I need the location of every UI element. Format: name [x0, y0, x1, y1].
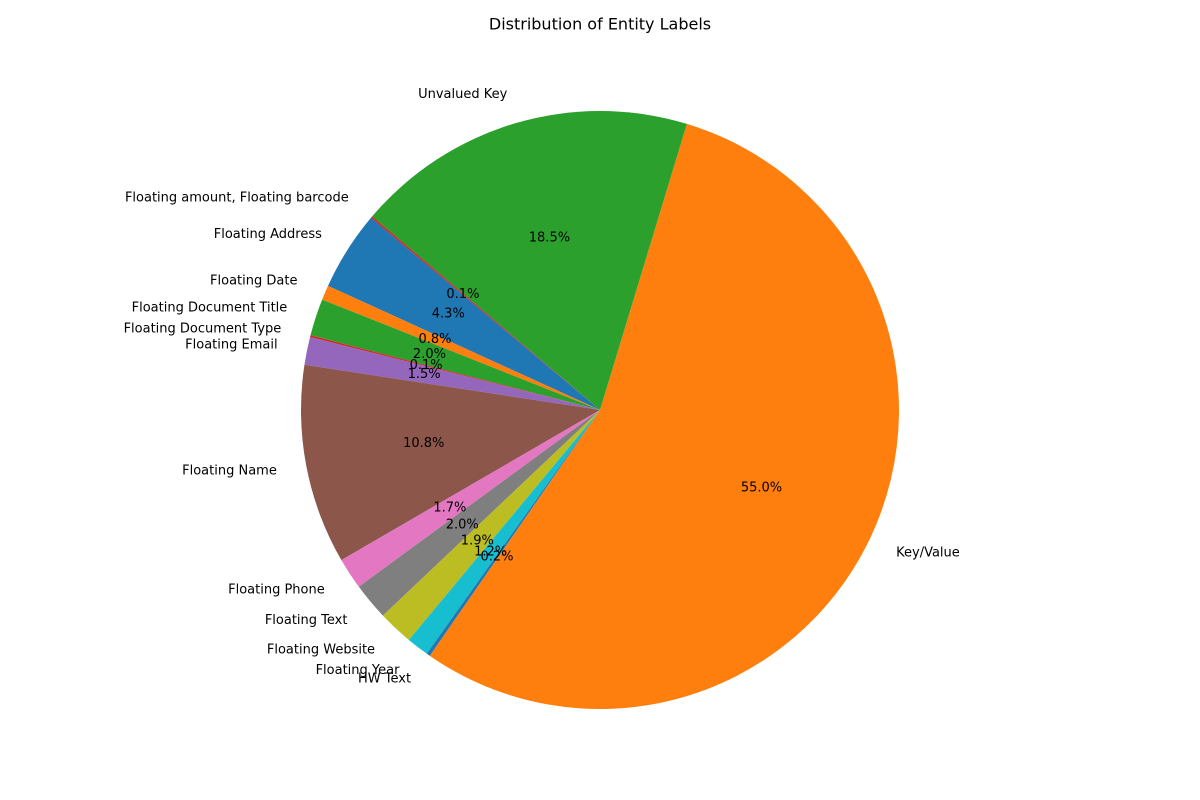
pct-label: 1.9% — [461, 533, 494, 548]
pct-label: 0.1% — [446, 287, 479, 302]
pie-slice — [322, 285, 600, 410]
slice-label: Floating Document Type — [124, 321, 282, 336]
pie-slice — [304, 337, 600, 410]
slice-label: Floating amount, Floating barcode — [125, 190, 349, 205]
pct-label: 1.2% — [474, 545, 507, 560]
pie-slice — [426, 410, 600, 656]
slice-label: Unvalued Key — [418, 87, 508, 102]
pie-slice — [429, 123, 900, 710]
slice-label: HW Text — [358, 672, 411, 687]
pct-label: 2.0% — [413, 347, 446, 362]
pct-label: 18.5% — [529, 230, 570, 245]
slice-label: Floating Website — [267, 642, 375, 657]
pct-label: 0.1% — [410, 358, 443, 373]
pct-label: 0.8% — [418, 332, 451, 347]
slice-label: Floating Email — [185, 337, 277, 352]
pie-slice — [358, 410, 600, 616]
pct-label: 10.8% — [403, 436, 444, 451]
pie-slice — [372, 111, 687, 410]
slice-label: Floating Phone — [228, 583, 325, 598]
pct-label: 55.0% — [741, 481, 782, 496]
chart-title: Distribution of Entity Labels — [489, 15, 711, 34]
pie-slice — [370, 216, 600, 410]
slice-label: Key/Value — [896, 546, 960, 561]
pct-label: 2.0% — [446, 517, 479, 532]
slice-label: Floating Name — [182, 464, 277, 479]
slice-label: Floating Year — [316, 663, 401, 678]
pct-label: 1.7% — [433, 501, 466, 516]
slice-label: Floating Address — [214, 227, 322, 242]
pie-slice — [408, 410, 600, 654]
pie-slice — [341, 410, 600, 587]
pie-slice — [310, 335, 600, 410]
slice-label: Floating Text — [265, 613, 348, 628]
slice-label: Floating Date — [210, 273, 297, 288]
pie-slice — [327, 217, 600, 410]
pie-slice — [382, 410, 600, 640]
pct-label: 4.3% — [432, 307, 465, 322]
pie-slice — [310, 299, 600, 410]
pie-slice — [301, 364, 600, 561]
slice-label: Floating Document Title — [132, 301, 288, 316]
pct-label: 1.5% — [408, 367, 441, 382]
pct-label: 0.2% — [480, 549, 513, 564]
